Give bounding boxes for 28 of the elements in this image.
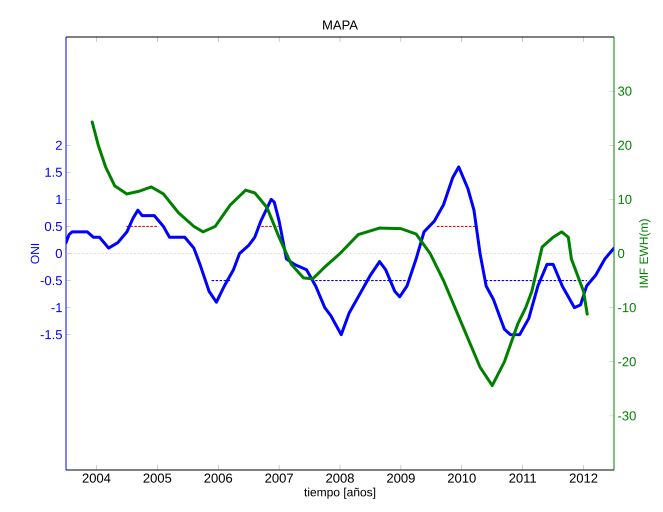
x-tick-label: 2011 [509, 474, 536, 483]
x-tick-label: 2007 [265, 474, 293, 483]
x-tick-label: 2004 [82, 474, 111, 483]
y-tick-label: 1.5 [45, 168, 62, 177]
y-tick-label: -1.5 [40, 330, 62, 340]
x-tick-label: 2005 [144, 474, 172, 483]
y2-tick-label: 30 [618, 86, 632, 96]
y-tick-label: -1 [51, 303, 62, 312]
y2-tick-label: -30 [618, 411, 636, 420]
chart-title: MAPA [323, 20, 358, 30]
y-tick-label: 0 [56, 248, 62, 258]
x-tick-label: 2010 [448, 474, 476, 483]
y2-tick-label: 0 [618, 248, 624, 258]
x-tick-label: 2006 [204, 474, 232, 483]
y2-tick-label: 20 [618, 140, 632, 150]
x-axis-title: tiempo [años] [304, 488, 376, 499]
y2-tick-label: 10 [618, 194, 632, 204]
y2-tick-label: -10 [618, 303, 636, 312]
y-tick-label: 0.5 [44, 222, 62, 232]
y2-axis-title: IMF EWH(m) [639, 219, 650, 288]
x-tick-label: 2009 [387, 474, 415, 483]
x-tick-label: 2012 [570, 474, 598, 483]
y-axis-title: ONI [30, 244, 40, 264]
y2-tick-label: -20 [618, 357, 636, 366]
y-tick-label: 1 [56, 194, 62, 204]
y-tick-label: -0.5 [40, 276, 62, 286]
y-tick-label: 2 [56, 140, 62, 150]
x-tick-label: 2008 [326, 474, 354, 483]
